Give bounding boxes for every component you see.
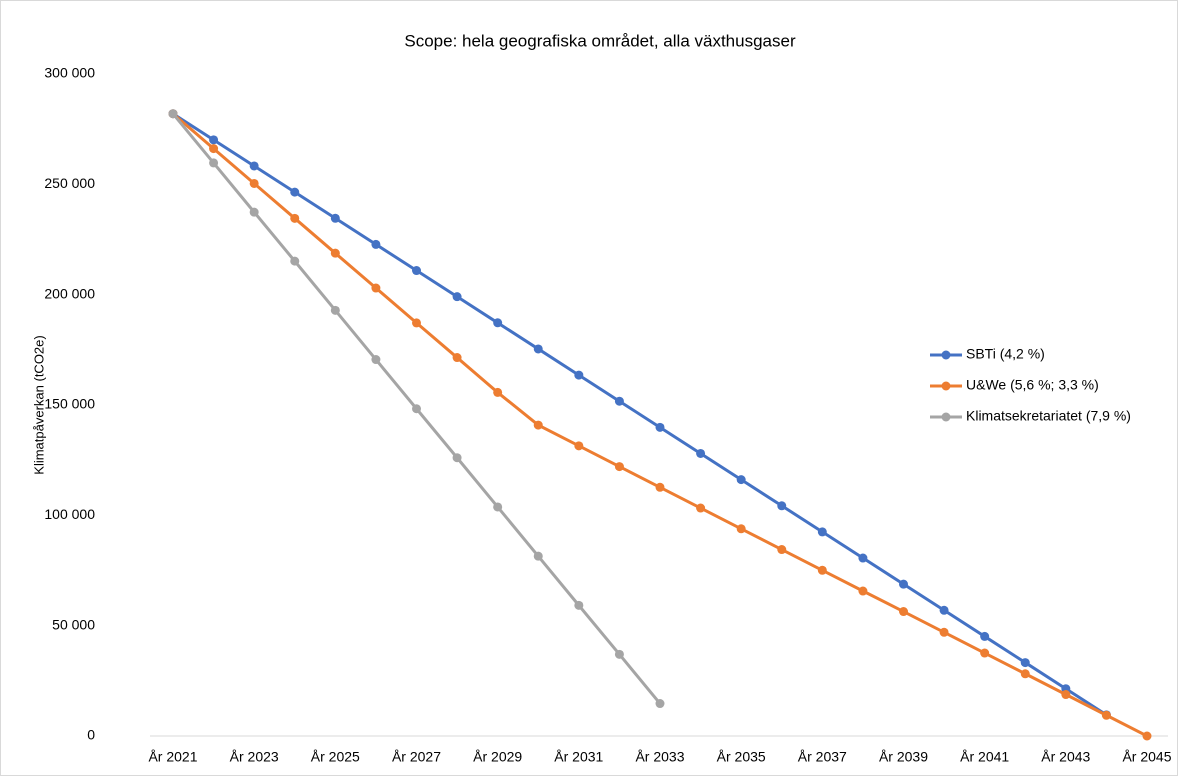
legend-label: Klimatsekretariatet (7,9 %): [966, 408, 1131, 424]
data-point: [817, 527, 827, 537]
data-point: [696, 448, 706, 458]
data-point: [412, 318, 421, 328]
x-tick-label: År 2045: [1122, 749, 1171, 765]
data-point: [412, 404, 421, 414]
data-point: [939, 627, 949, 637]
data-point: [614, 649, 624, 659]
x-tick-label: År 2039: [879, 749, 928, 765]
data-point: [493, 387, 503, 397]
y-tick-label: 0: [87, 727, 95, 743]
legend-marker: [941, 412, 951, 422]
data-point: [1061, 690, 1071, 700]
data-point: [1101, 710, 1111, 720]
data-point: [574, 370, 584, 380]
data-point: [655, 422, 665, 432]
data-point: [452, 453, 462, 463]
data-point: [209, 135, 219, 145]
data-point: [493, 502, 503, 512]
data-point: [412, 266, 421, 276]
data-point: [330, 248, 340, 258]
data-point: [655, 482, 665, 492]
y-axis-title: Klimatpåverkan (tCO2e): [31, 335, 46, 474]
x-tick-label: År 2035: [717, 749, 766, 765]
x-tick-label: År 2025: [311, 749, 360, 765]
data-point: [452, 353, 462, 363]
data-point: [614, 462, 624, 472]
data-point: [980, 648, 990, 658]
data-point: [1142, 731, 1152, 741]
data-point: [1020, 669, 1030, 679]
data-point: [899, 607, 908, 617]
data-point: [452, 292, 462, 302]
data-point: [371, 355, 381, 365]
x-tick-label: År 2031: [554, 749, 603, 765]
x-tick-label: År 2043: [1041, 749, 1090, 765]
series-line: [172, 112, 1108, 717]
x-tick-label: År 2041: [960, 749, 1009, 765]
data-point: [290, 213, 300, 223]
data-point: [614, 396, 624, 406]
data-point: [533, 344, 543, 354]
data-point: [168, 109, 178, 119]
data-point: [858, 586, 868, 596]
x-tick-label: År 2033: [635, 749, 684, 765]
data-point: [533, 551, 543, 561]
data-point: [939, 605, 949, 615]
data-point: [209, 158, 219, 168]
data-point: [574, 441, 584, 451]
data-point: [777, 545, 787, 555]
data-point: [777, 501, 787, 511]
y-tick-label: 150 000: [44, 396, 95, 412]
data-point: [817, 565, 827, 575]
data-point: [899, 579, 908, 589]
data-point: [290, 256, 300, 266]
data-point: [249, 207, 259, 217]
x-tick-label: År 2027: [392, 749, 441, 765]
data-point: [371, 283, 381, 293]
data-point: [249, 178, 259, 188]
data-point: [330, 305, 340, 315]
data-point: [655, 699, 665, 709]
legend-marker: [941, 350, 951, 360]
x-tick-label: År 2037: [798, 749, 847, 765]
x-tick-label: År 2029: [473, 749, 522, 765]
y-tick-label: 250 000: [44, 175, 95, 191]
data-point: [249, 161, 259, 171]
legend-marker: [941, 381, 951, 391]
data-point: [736, 475, 746, 485]
y-tick-label: 300 000: [44, 65, 95, 81]
data-point: [696, 503, 706, 513]
y-tick-label: 200 000: [44, 285, 95, 301]
data-point: [493, 318, 503, 328]
data-point: [330, 213, 340, 223]
data-point: [1020, 658, 1030, 668]
x-tick-label: År 2021: [148, 749, 197, 765]
legend-label: SBTi (4,2 %): [966, 346, 1045, 362]
data-point: [858, 553, 868, 563]
data-point: [980, 631, 990, 641]
data-point: [736, 524, 746, 534]
y-tick-label: 100 000: [44, 506, 95, 522]
chart-title: Scope: hela geografiska området, alla vä…: [404, 31, 796, 50]
x-tick-label: År 2023: [230, 749, 279, 765]
data-point: [574, 600, 584, 610]
data-point: [371, 239, 381, 249]
data-point: [533, 420, 543, 430]
data-point: [290, 187, 300, 197]
legend-label: U&We (5,6 %; 3,3 %): [966, 377, 1099, 393]
y-tick-label: 50 000: [52, 616, 95, 632]
data-point: [209, 144, 219, 154]
